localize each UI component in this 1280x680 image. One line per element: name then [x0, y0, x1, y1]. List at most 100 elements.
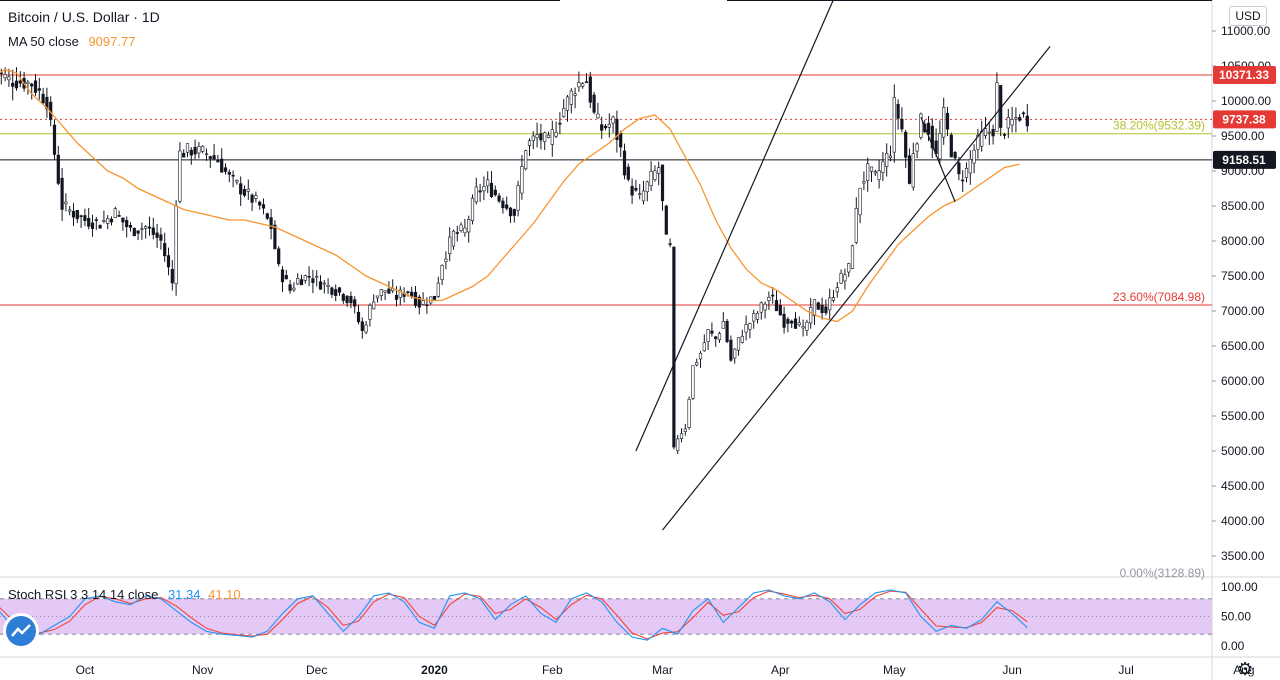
candle-body — [144, 226, 148, 229]
candle — [653, 165, 657, 182]
candle-body — [406, 291, 410, 293]
candle — [790, 319, 794, 329]
candle — [239, 176, 243, 206]
candle — [828, 288, 832, 320]
candle-body — [725, 321, 729, 343]
candle — [318, 275, 323, 290]
candle-body — [850, 245, 855, 269]
candle-body — [64, 201, 68, 205]
candle — [554, 121, 558, 139]
candle — [87, 207, 91, 230]
candle-body — [394, 294, 399, 300]
stoch-d-line — [0, 590, 1028, 640]
candle-body — [873, 171, 877, 174]
candle — [14, 67, 19, 91]
candle — [432, 295, 437, 300]
candle — [444, 251, 448, 270]
candle-body — [334, 289, 338, 296]
candle-body — [752, 313, 756, 322]
candle-body — [410, 291, 414, 297]
candle — [588, 71, 592, 108]
candle — [128, 222, 133, 232]
candle — [242, 185, 247, 198]
candle-body — [778, 305, 782, 316]
candle-body — [356, 311, 361, 323]
tradingview-logo-icon[interactable] — [6, 616, 36, 646]
time-axis[interactable]: Oct Nov Dec 2020 Feb Mar Apr May Jun Jul Aug — [76, 663, 1255, 677]
candle — [721, 312, 725, 329]
candle — [64, 193, 68, 212]
candle-body — [425, 304, 429, 306]
candle-body — [645, 181, 649, 193]
candle — [326, 278, 330, 294]
candle — [174, 200, 178, 296]
candle-body — [163, 243, 167, 257]
candle — [676, 434, 680, 455]
candle — [664, 204, 668, 235]
currency-button[interactable]: USD — [1229, 6, 1267, 26]
y-tick-label: 4000.00 — [1221, 514, 1265, 528]
candle — [550, 120, 554, 157]
candle-body — [527, 140, 532, 146]
candle-body — [577, 82, 581, 88]
candle — [885, 143, 889, 177]
candle-body — [463, 227, 467, 234]
ma-label: MA 50 close — [8, 34, 79, 49]
candle-body — [603, 125, 608, 129]
candle-body — [657, 167, 661, 174]
candle — [375, 295, 380, 303]
x-tick-label: Nov — [192, 663, 213, 677]
candle-body — [847, 263, 851, 273]
candle — [83, 208, 87, 227]
candle — [303, 274, 307, 284]
candle-body — [117, 215, 121, 217]
ma-value: 9097.77 — [88, 34, 136, 49]
candle-body — [79, 215, 83, 217]
candle — [212, 143, 216, 161]
candle-body — [801, 326, 805, 329]
candle-body — [953, 152, 957, 159]
candle — [501, 197, 505, 214]
candle — [132, 227, 136, 237]
candle — [273, 220, 277, 250]
candle — [1002, 132, 1007, 140]
candle — [448, 227, 452, 262]
candle — [782, 306, 786, 334]
candle-body — [349, 295, 353, 304]
candle — [930, 118, 934, 159]
candle — [740, 329, 744, 344]
candle — [881, 152, 885, 182]
candle-body — [113, 208, 117, 219]
candle — [155, 223, 159, 248]
candle-body — [702, 342, 706, 352]
x-tick-label: Mar — [652, 663, 673, 677]
candle — [227, 169, 231, 183]
candle — [527, 138, 532, 156]
candle — [478, 183, 482, 202]
candle — [607, 113, 611, 138]
candle-body — [691, 365, 695, 399]
candle-body — [189, 149, 193, 156]
candle — [759, 301, 763, 320]
candle-body — [930, 125, 934, 149]
candle — [121, 217, 125, 231]
candle-body — [824, 306, 828, 314]
candle — [337, 286, 342, 296]
candle — [687, 396, 691, 430]
candle — [37, 77, 41, 100]
candle-body — [535, 134, 539, 139]
candle-body — [630, 185, 634, 196]
y-tick-label: 9500.00 — [1221, 129, 1265, 143]
candle — [292, 282, 296, 293]
candle-body — [292, 287, 296, 291]
candle — [117, 210, 121, 217]
candle-body — [565, 96, 570, 111]
candle — [972, 144, 976, 174]
candle — [265, 212, 269, 221]
candle — [573, 87, 577, 109]
candle-body — [303, 275, 307, 281]
gear-icon[interactable]: ⚙ — [1237, 659, 1254, 679]
candle — [41, 87, 45, 105]
